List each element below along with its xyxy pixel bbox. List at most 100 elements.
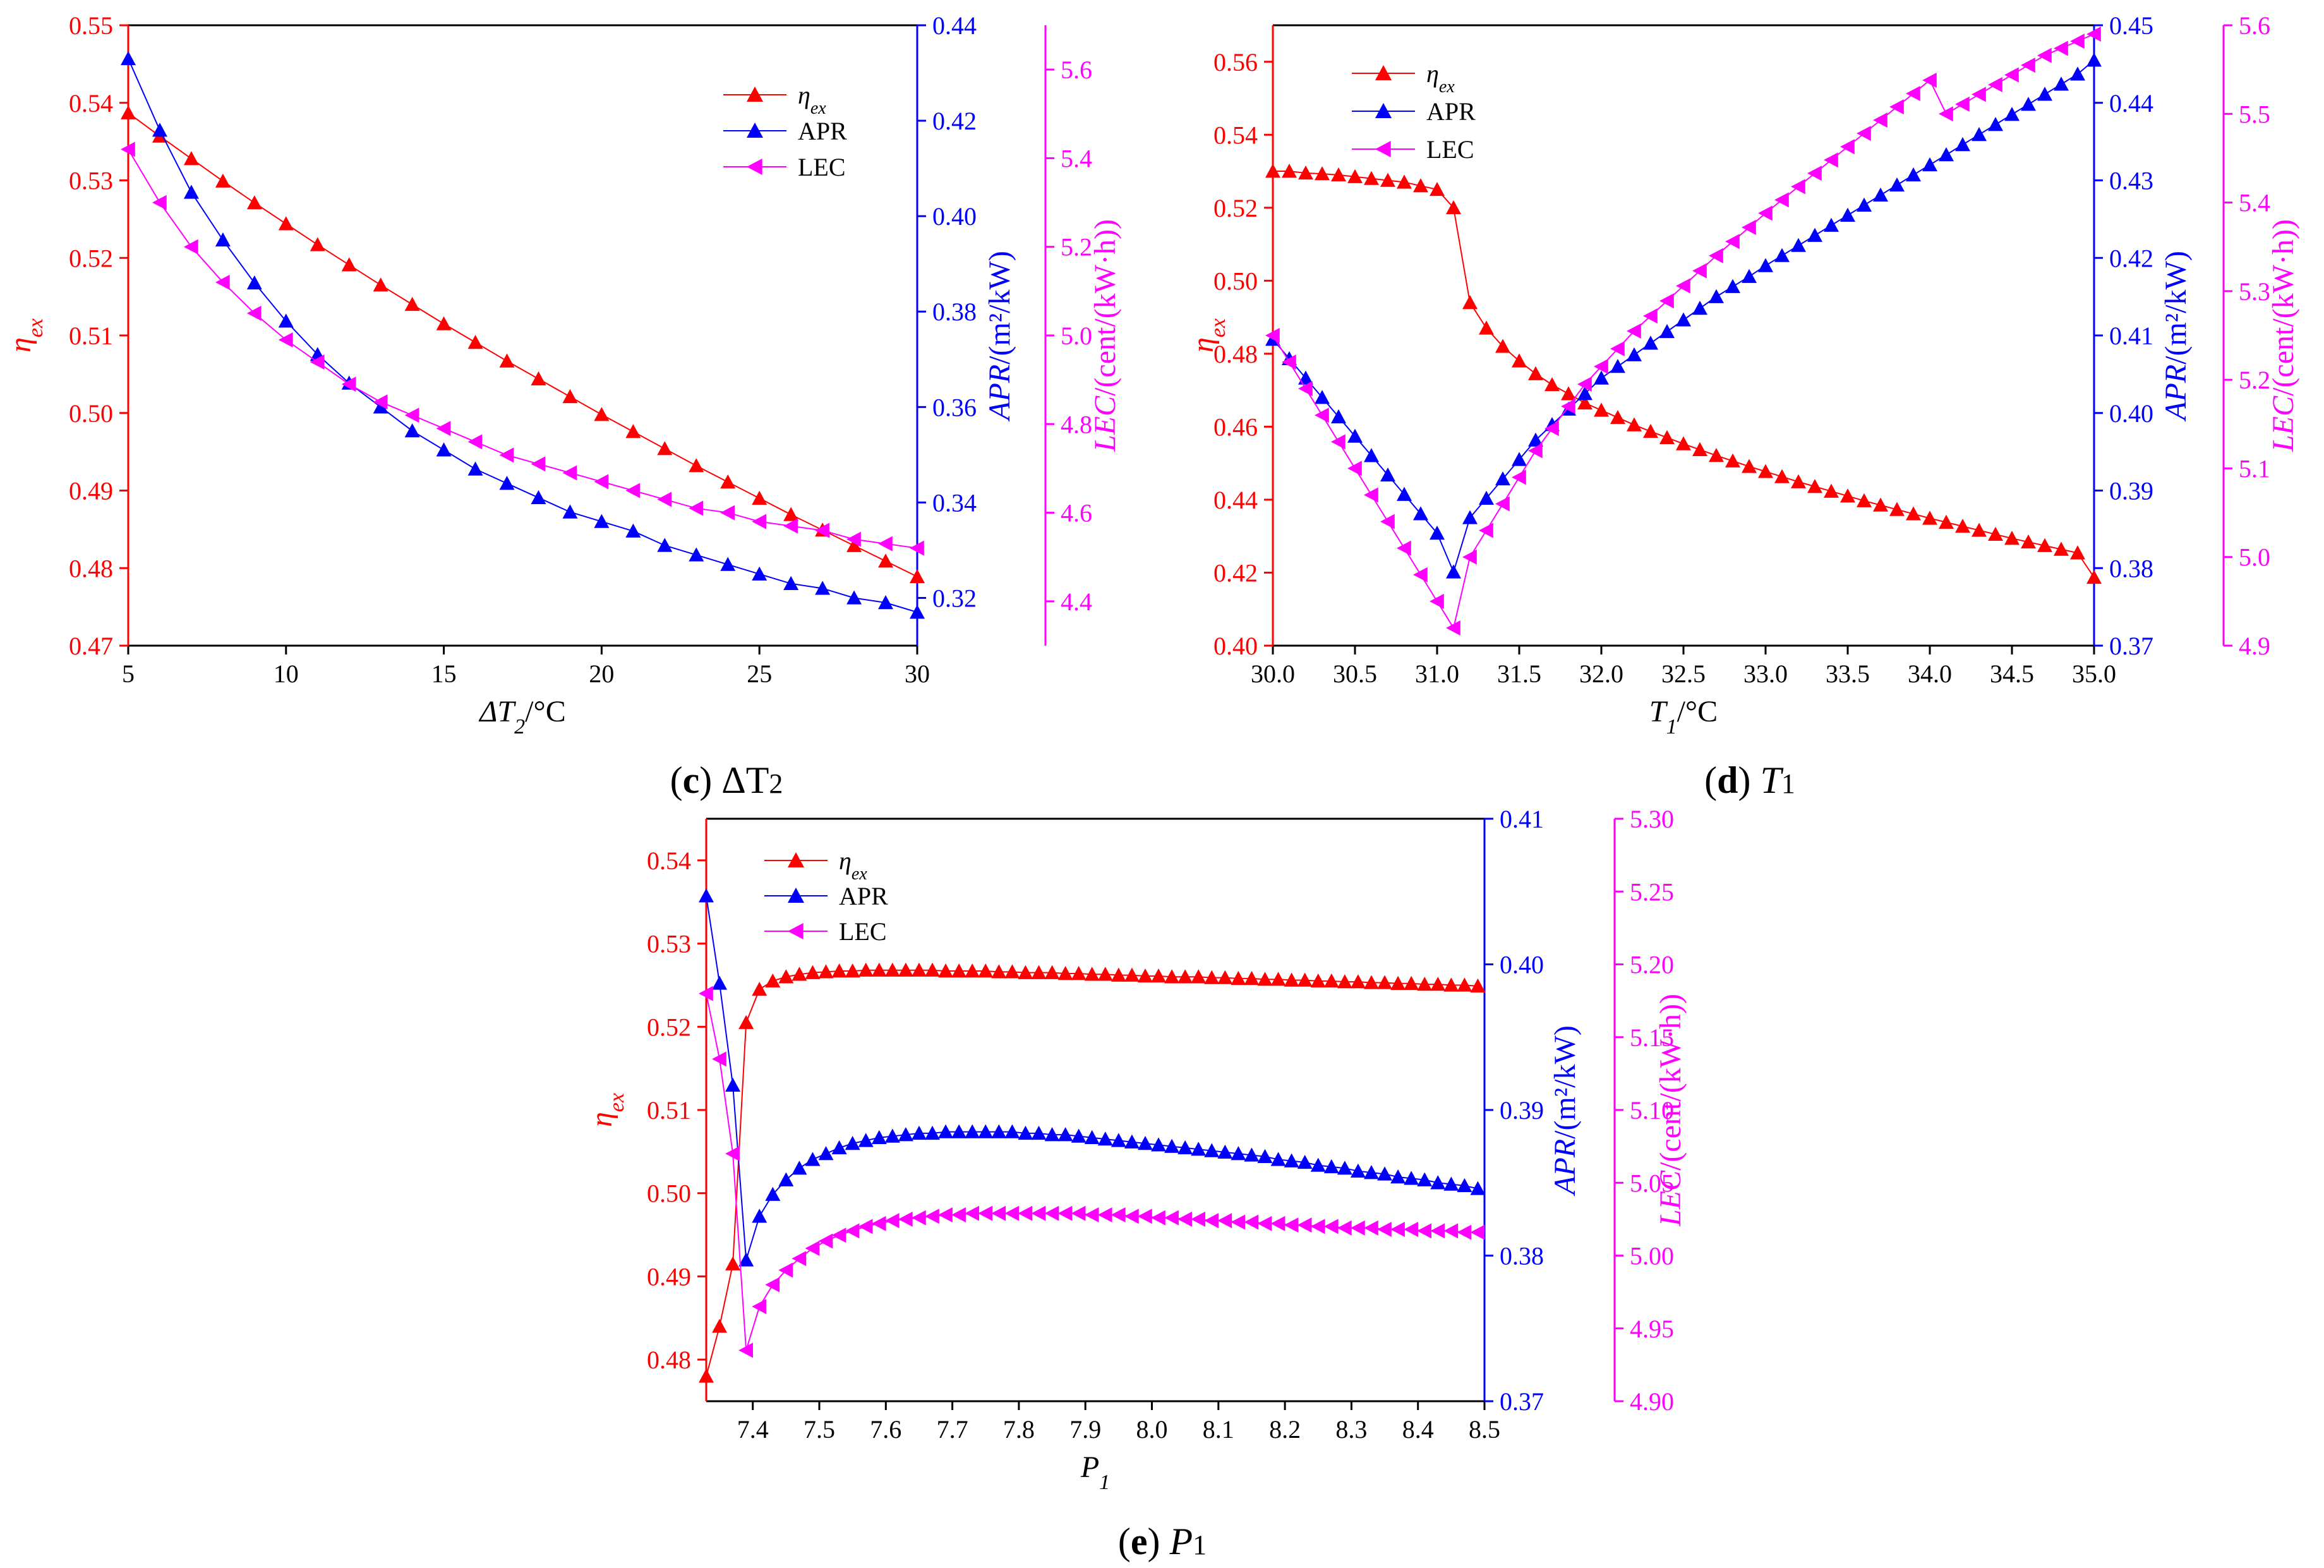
eta-data-point	[2070, 545, 2085, 560]
lec-tick-label: 4.9	[2239, 632, 2270, 660]
eta-data-point	[1298, 165, 1313, 180]
apr-data-point	[1857, 197, 1872, 212]
apr-data-point	[752, 1209, 768, 1223]
lec-axis-title: LEC/(cent/(kW·h))	[2267, 219, 2300, 452]
apr-data-point	[1742, 268, 1757, 283]
apr-data-point	[1231, 1146, 1246, 1161]
eta-data-point	[1725, 453, 1740, 467]
x-tick-label: 35.0	[2072, 660, 2116, 688]
apr-data-point	[1774, 248, 1790, 262]
apr-data-point	[1873, 187, 1888, 202]
lec-data-point	[1512, 469, 1526, 485]
eta-tick-label: 0.50	[647, 1179, 691, 1208]
x-tick-label: 30.5	[1333, 660, 1377, 688]
eta-data-point	[818, 964, 834, 979]
lec-data-point	[1323, 1219, 1339, 1234]
apr-data-point	[1627, 347, 1642, 361]
lec-data-point	[2086, 27, 2101, 42]
apr-data-point	[2021, 97, 2036, 111]
apr-data-point	[1791, 238, 1806, 252]
apr-data-point	[1204, 1143, 1220, 1157]
x-tick-label: 31.0	[1415, 660, 1459, 688]
x-axis-label: T1/°C	[1649, 695, 1718, 739]
lec-data-point	[1470, 1224, 1485, 1240]
lec-data-point	[1709, 248, 1723, 263]
lec-tick-label: 4.95	[1630, 1315, 1674, 1343]
lec-data-point	[499, 447, 514, 463]
apr-tick-label: 0.38	[932, 298, 977, 326]
legend-label-apr: APR	[839, 882, 888, 910]
eta-data-point	[467, 335, 483, 349]
eta-data-point	[725, 1256, 741, 1270]
apr-data-point	[1310, 1157, 1326, 1172]
apr-data-point	[1164, 1138, 1180, 1153]
apr-data-point	[2054, 76, 2069, 91]
lec-data-point	[1676, 278, 1690, 294]
lec-data-point	[1758, 205, 1773, 221]
panel-e: 7.4 7.5 7.6 7.7 7.8 7.9 8.0 8.1 8.2 8.3 8.4 8.5 P1 0.…	[585, 805, 1687, 1562]
lec-data-point	[1972, 87, 1986, 102]
legend-label-lec: LEC	[1426, 135, 1474, 164]
eta-data-point	[738, 1015, 754, 1029]
x-tick-label: 30	[905, 660, 930, 688]
apr-data-point	[1955, 137, 1970, 152]
eta-data-point	[846, 538, 862, 552]
lec-data-point	[1417, 1223, 1432, 1239]
eta-data-point	[1111, 967, 1126, 982]
x-tick-label: 7.6	[870, 1415, 901, 1444]
x-tick-label: 7.5	[804, 1415, 835, 1444]
eta-data-point	[1164, 969, 1180, 984]
apr-data-point	[1594, 370, 1609, 385]
eta-data-point	[1807, 479, 1822, 493]
apr-data-point	[965, 1124, 980, 1138]
apr-data-point	[1315, 390, 1330, 404]
lec-data-point	[738, 1342, 753, 1358]
apr-data-point	[783, 576, 799, 590]
eta-data-point	[1495, 339, 1510, 353]
apr-data-point	[1057, 1127, 1073, 1142]
eta-data-point	[1265, 164, 1280, 178]
apr-data-point	[499, 476, 515, 490]
lec-data-point	[765, 1277, 780, 1293]
lec-series-line	[1272, 33, 2095, 630]
eta-data-point	[910, 569, 925, 583]
apr-tick-label: 0.39	[2109, 477, 2153, 505]
lec-data-point	[720, 505, 735, 521]
eta-data-point	[1840, 488, 1855, 503]
eta-tick-label: 0.51	[647, 1096, 691, 1125]
panel-caption: (e) P1	[1118, 1521, 1207, 1562]
lec-data-point	[215, 274, 230, 290]
lec-data-point	[845, 1223, 860, 1239]
lec-data-point	[846, 531, 861, 547]
x-tick-label: 20	[589, 660, 614, 688]
eta-tick-label: 0.46	[1213, 413, 1258, 441]
x-tick-label: 34.0	[1908, 660, 1952, 688]
apr-data-point	[1443, 1176, 1459, 1191]
apr-tick-label: 0.37	[2109, 632, 2153, 660]
eta-tick-label: 0.49	[647, 1262, 691, 1291]
eta-data-point	[1561, 386, 1576, 401]
apr-data-point	[1044, 1127, 1060, 1142]
lec-tick-label: 5.5	[2239, 100, 2270, 128]
lec-data-point	[1457, 1224, 1472, 1240]
apr-data-point	[699, 888, 714, 903]
lec-data-point	[1364, 487, 1378, 503]
eta-data-point	[121, 105, 136, 119]
legend-marker-apr	[747, 123, 763, 138]
eta-data-point	[1323, 973, 1339, 988]
x-tick-label: 33.0	[1743, 660, 1788, 688]
apr-data-point	[1528, 432, 1543, 447]
apr-data-point	[1084, 1130, 1100, 1144]
eta-data-point	[1284, 972, 1299, 987]
lec-tick-label: 5.4	[2239, 189, 2270, 217]
apr-tick-label: 0.40	[1500, 951, 1544, 979]
lec-tick-label: 5.10	[1630, 1096, 1674, 1125]
apr-data-point	[1417, 1172, 1433, 1186]
apr-data-point	[2004, 107, 2020, 121]
lec-data-point	[1282, 354, 1296, 370]
lec-data-point	[341, 377, 356, 392]
eta-data-point	[1430, 181, 1445, 196]
apr-series-line	[706, 896, 1478, 1260]
legend-marker-lec	[747, 159, 762, 175]
legend-label-lec: LEC	[839, 917, 887, 946]
